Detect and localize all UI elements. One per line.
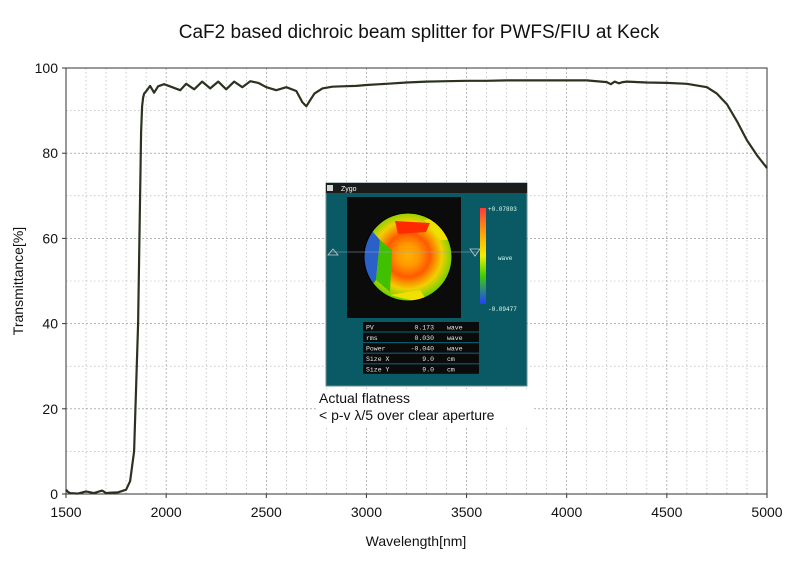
x-tick-label: 3500 <box>451 504 482 520</box>
measurement-value: 9.0 <box>422 356 434 363</box>
x-tick-label: 2500 <box>251 504 282 520</box>
measurement-row <box>363 322 479 332</box>
measurement-name: PV <box>366 324 374 331</box>
annotation-box <box>316 389 533 426</box>
scale-min: -0.09477 <box>488 306 517 313</box>
y-axis-label: Transmittance[%] <box>10 227 26 335</box>
right-marker-icon <box>469 248 481 257</box>
measurement-unit: cm <box>447 367 455 374</box>
x-tick-label: 4500 <box>651 504 682 520</box>
y-axis-ticks: 0 20 40 60 80 100 <box>35 60 66 502</box>
measurement-value: 0.030 <box>414 335 434 342</box>
annotation-line-1: Actual flatness <box>319 390 410 406</box>
measurement-unit: wave <box>447 346 463 353</box>
measurement-value: -0.040 <box>411 346 435 353</box>
inset-app-label: Zygo <box>341 186 357 193</box>
y-tick-label: 80 <box>42 145 58 161</box>
measurement-unit: cm <box>447 356 455 363</box>
x-tick-label: 4000 <box>551 504 582 520</box>
measurement-value: 9.0 <box>422 367 434 374</box>
y-tick-label: 100 <box>35 60 59 76</box>
chart-title: CaF2 based dichroic beam splitter for PW… <box>179 22 660 43</box>
x-axis-ticks: 1500 2000 2500 3000 3500 4000 4500 5000 <box>50 494 783 520</box>
y-tick-label: 40 <box>42 316 58 332</box>
y-tick-label: 60 <box>42 230 58 246</box>
window-icon <box>327 185 333 191</box>
x-tick-label: 1500 <box>50 504 81 520</box>
measurement-row <box>363 364 479 374</box>
measurement-name: Power <box>366 346 386 353</box>
measurement-unit: wave <box>447 335 463 342</box>
plot-frame <box>65 67 768 495</box>
measurement-name: Size X <box>366 356 390 363</box>
measurement-name: Size Y <box>366 367 390 374</box>
measurements-table: PV 0.173 wave rms 0.030 wave Power -0.040 wave Si… <box>363 322 479 374</box>
measurement-row <box>363 343 479 353</box>
y-tick-label: 0 <box>50 486 58 502</box>
left-marker-icon <box>327 248 339 256</box>
x-tick-label: 5000 <box>751 504 782 520</box>
measurement-value: 0.173 <box>414 324 434 331</box>
scale-unit: wave <box>498 255 513 262</box>
y-tick-label: 20 <box>42 401 58 417</box>
interferometer-inset: Zygo +0.07803 wave -0.09477 PV 0.173 wave r… <box>325 182 528 387</box>
measurement-name: rms <box>366 335 378 342</box>
measurement-unit: wave <box>447 324 463 331</box>
measurement-row <box>363 353 479 364</box>
x-axis-label: Wavelength[nm] <box>366 533 467 549</box>
transmittance-line <box>65 79 768 495</box>
measurement-row <box>363 332 479 342</box>
x-tick-label: 3000 <box>351 504 382 520</box>
scale-max: +0.07803 <box>488 206 517 213</box>
color-scale-bar <box>480 208 486 304</box>
annotation-line-2: < p-v λ/5 over clear aperture <box>319 407 495 423</box>
x-tick-label: 2000 <box>151 504 182 520</box>
